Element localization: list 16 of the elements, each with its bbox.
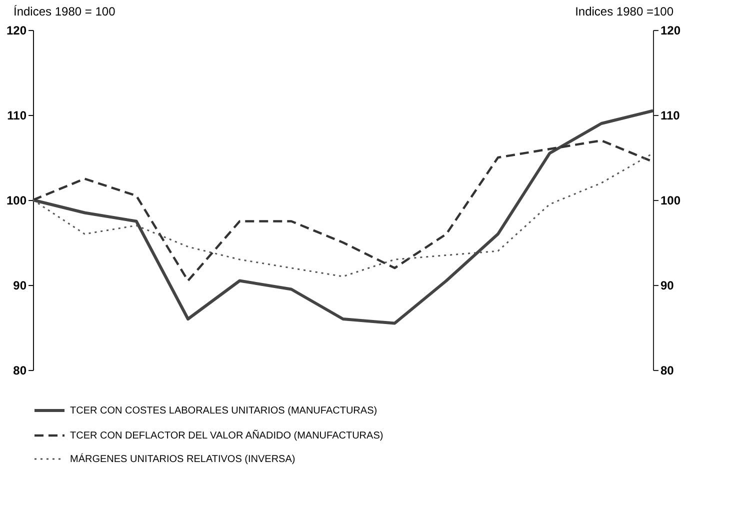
y-tick-label: 110 bbox=[7, 108, 27, 122]
y-tick-label: 80 bbox=[13, 364, 27, 378]
y2-tick-label: 100 bbox=[660, 194, 681, 208]
y-tick-label: 120 bbox=[6, 24, 27, 38]
y-tick-label: 90 bbox=[13, 278, 27, 292]
y2-axis-title: Indices 1980 =100 bbox=[575, 4, 674, 18]
legend-label: TCER CON COSTES LABORALES UNITARIOS (MANUFACTURAS) bbox=[70, 406, 378, 416]
line-series bbox=[32, 109, 654, 325]
y2-tick-label: 90 bbox=[660, 278, 674, 292]
legend-label: TCER CON DEFLACTOR DEL VALOR AÑADIDO (MANUFACTURAS) bbox=[70, 430, 384, 442]
legend-label: MÁRGENES UNITARIOS RELATIVOS (INVERSA) bbox=[70, 453, 296, 465]
y2-tick-label: 80 bbox=[660, 364, 674, 378]
y2-tick-label: 120 bbox=[660, 24, 681, 38]
y-axis-title: Índices 1980 = 100 bbox=[14, 4, 116, 18]
y-tick-label: 100 bbox=[6, 194, 27, 208]
y2-tick-label: 110 bbox=[660, 108, 680, 122]
